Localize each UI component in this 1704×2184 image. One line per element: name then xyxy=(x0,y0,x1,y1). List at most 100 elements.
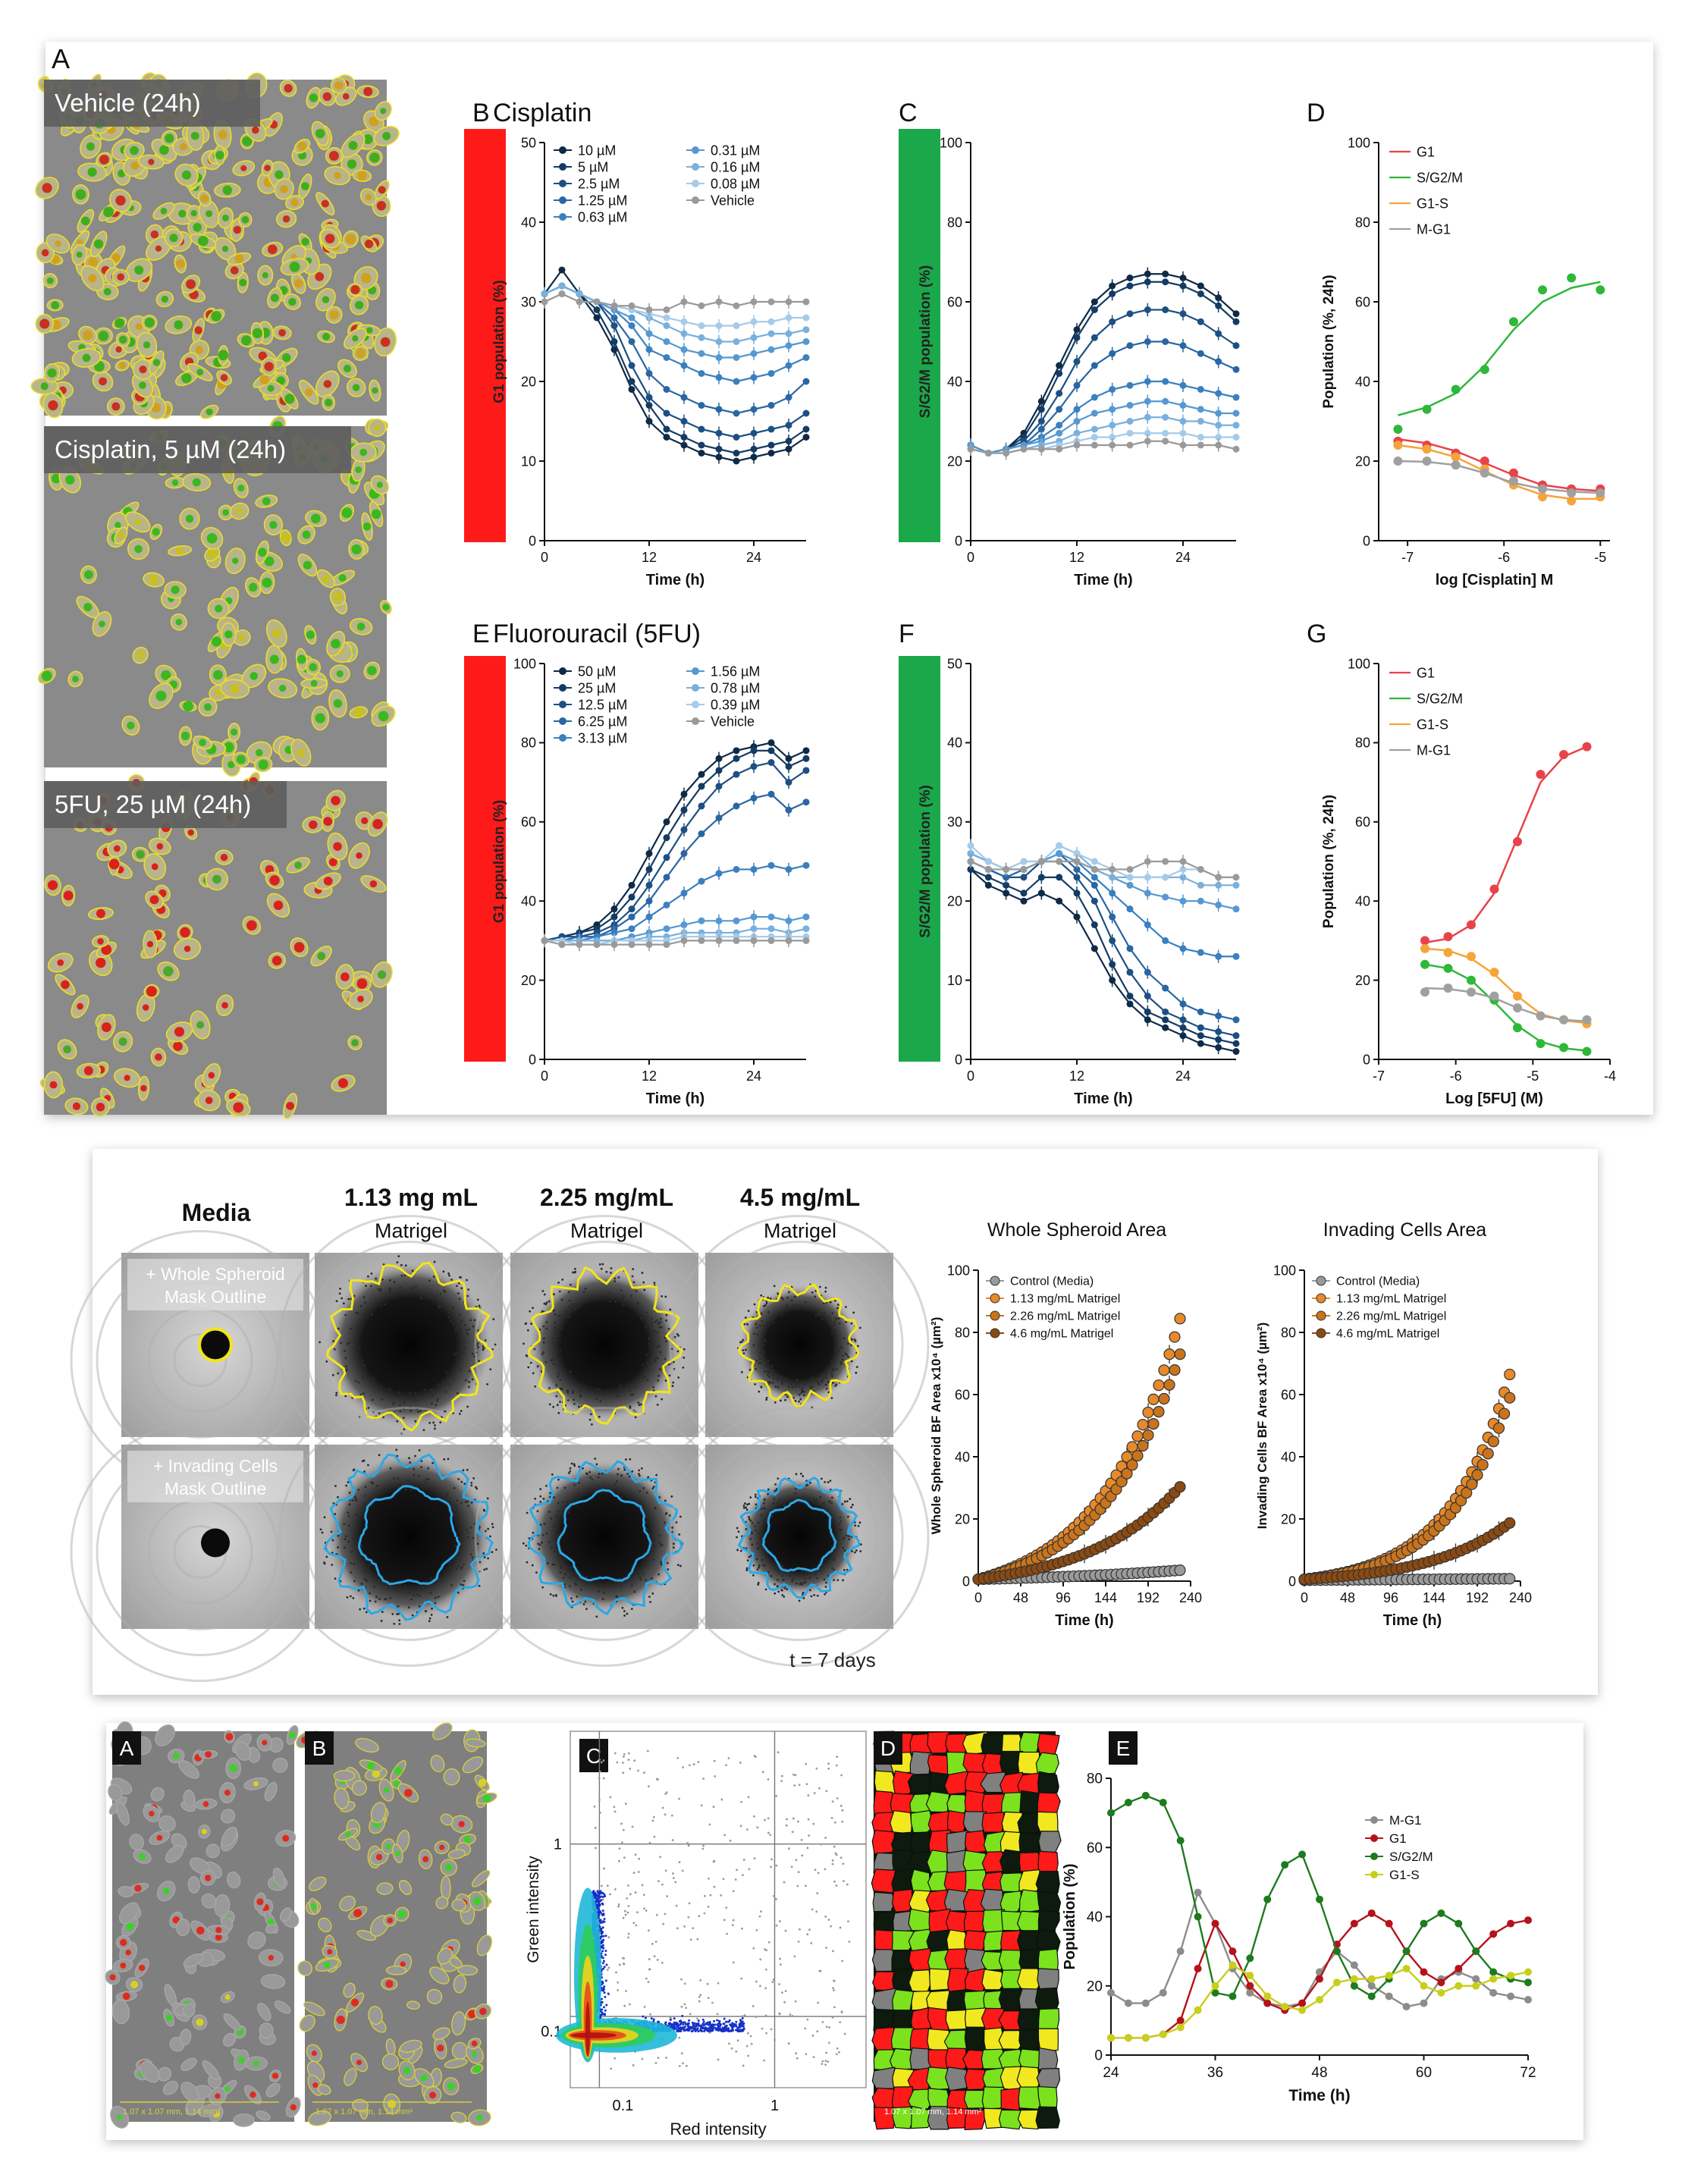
invading-cell xyxy=(409,1461,412,1464)
invading-cell xyxy=(651,1317,653,1320)
x-tick-label: 12 xyxy=(642,550,657,565)
invading-cell xyxy=(576,1596,579,1598)
cell-outline xyxy=(264,1781,278,1802)
invading-cell xyxy=(342,1302,345,1305)
invading-cell xyxy=(830,1567,833,1570)
cell-nucleus xyxy=(63,1045,71,1054)
invading-cell xyxy=(764,1588,767,1591)
invading-cell xyxy=(479,1561,482,1564)
invading-cell xyxy=(428,1421,431,1424)
invading-cell xyxy=(419,1410,422,1413)
invading-cell xyxy=(486,1382,489,1385)
row-label: + Whole Spheroid xyxy=(146,1264,284,1284)
data-point-m-g1 xyxy=(1443,984,1453,993)
invading-cell xyxy=(470,1484,473,1487)
invading-cell xyxy=(855,1366,858,1369)
cell-nucleus xyxy=(178,209,187,218)
invading-cell xyxy=(363,1569,366,1572)
panel-letter-box xyxy=(112,1731,141,1765)
invading-cell xyxy=(821,1477,823,1480)
invading-cell xyxy=(642,1573,645,1576)
invading-cell xyxy=(344,1365,347,1368)
segmented-cell xyxy=(871,1829,895,1855)
invading-cell xyxy=(745,1569,748,1571)
invading-cell xyxy=(398,1391,400,1394)
x-tick-label: 48 xyxy=(1340,1590,1355,1605)
cell-nucleus xyxy=(265,864,275,874)
invading-cell xyxy=(387,1586,389,1589)
invading-cell xyxy=(610,1584,614,1587)
invading-cell xyxy=(786,1588,789,1591)
invading-cell xyxy=(754,1495,757,1498)
invading-cell xyxy=(841,1502,844,1505)
invading-cell xyxy=(420,1585,423,1588)
event-point xyxy=(827,1762,830,1765)
invading-cell xyxy=(542,1325,545,1328)
x-tick-label: 0 xyxy=(967,550,974,565)
data-point-0-39-m xyxy=(1162,874,1169,881)
column-header: 2.25 mg/mL xyxy=(540,1184,673,1211)
event-point xyxy=(626,1911,629,1914)
invading-cell xyxy=(672,1360,675,1363)
invading-cell xyxy=(549,1593,552,1596)
invading-cell xyxy=(453,1328,457,1331)
invading-cell xyxy=(848,1538,851,1541)
invading-cell xyxy=(555,1384,558,1387)
cell-nucleus xyxy=(176,547,184,555)
spheroid-body xyxy=(738,1283,861,1407)
invading-cell xyxy=(792,1396,795,1399)
invading-cell xyxy=(347,1481,350,1484)
invading-cell xyxy=(448,1274,450,1277)
data-point-3-13-m xyxy=(610,929,618,937)
cell-nucleus xyxy=(228,761,235,769)
x-tick-label: 12 xyxy=(642,1068,657,1084)
invading-cell xyxy=(534,1497,537,1500)
legend-marker xyxy=(692,701,699,708)
event-point xyxy=(670,1814,673,1817)
invading-cell xyxy=(679,1515,682,1518)
invading-cell xyxy=(761,1558,764,1561)
invading-cell xyxy=(568,1577,571,1579)
invading-cell xyxy=(573,1483,576,1486)
invading-cell xyxy=(485,1567,488,1571)
cell-outline xyxy=(198,2103,222,2117)
invading-cell xyxy=(565,1312,568,1315)
invading-cell xyxy=(325,1555,328,1558)
cell-nucleus xyxy=(211,311,222,322)
cell-nucleus xyxy=(297,141,307,151)
invading-cell xyxy=(364,1301,367,1304)
cell-nucleus xyxy=(241,215,249,224)
invading-cell xyxy=(453,1545,457,1547)
invading-cell xyxy=(581,1493,583,1496)
invading-cell xyxy=(766,1370,769,1373)
spheroid-core xyxy=(201,1528,230,1558)
cell-nucleus xyxy=(376,201,387,211)
invading-cell xyxy=(679,1564,682,1567)
invading-cell xyxy=(800,1392,803,1394)
invading-cell xyxy=(819,1495,822,1498)
invading-cell xyxy=(418,1605,421,1608)
invading-cell xyxy=(834,1316,837,1320)
invading-cell xyxy=(450,1583,453,1586)
cell-nucleus xyxy=(221,1002,228,1009)
invading-cell xyxy=(767,1488,770,1491)
cell-nucleus xyxy=(86,142,95,151)
invading-cell xyxy=(630,1608,633,1611)
event-point xyxy=(651,1819,654,1822)
cell-nucleus xyxy=(165,133,174,143)
invading-cell xyxy=(821,1374,824,1377)
invading-cell xyxy=(430,1614,433,1616)
cell-nucleus xyxy=(303,560,312,570)
data-point-2-26-mg-ml-matrigel xyxy=(1142,1429,1154,1442)
cell-outline xyxy=(333,1769,356,1782)
invading-cell xyxy=(467,1288,470,1291)
legend-entry: 1.56 µM xyxy=(711,664,760,679)
invading-cell xyxy=(786,1499,789,1502)
x-tick-label: 240 xyxy=(1509,1590,1532,1605)
cell-nucleus xyxy=(238,634,246,642)
y-axis-label: G1 population (%) xyxy=(491,280,507,403)
invading-cell xyxy=(568,1291,570,1294)
cell-nucleus xyxy=(478,1778,486,1787)
invading-cell xyxy=(591,1423,593,1426)
